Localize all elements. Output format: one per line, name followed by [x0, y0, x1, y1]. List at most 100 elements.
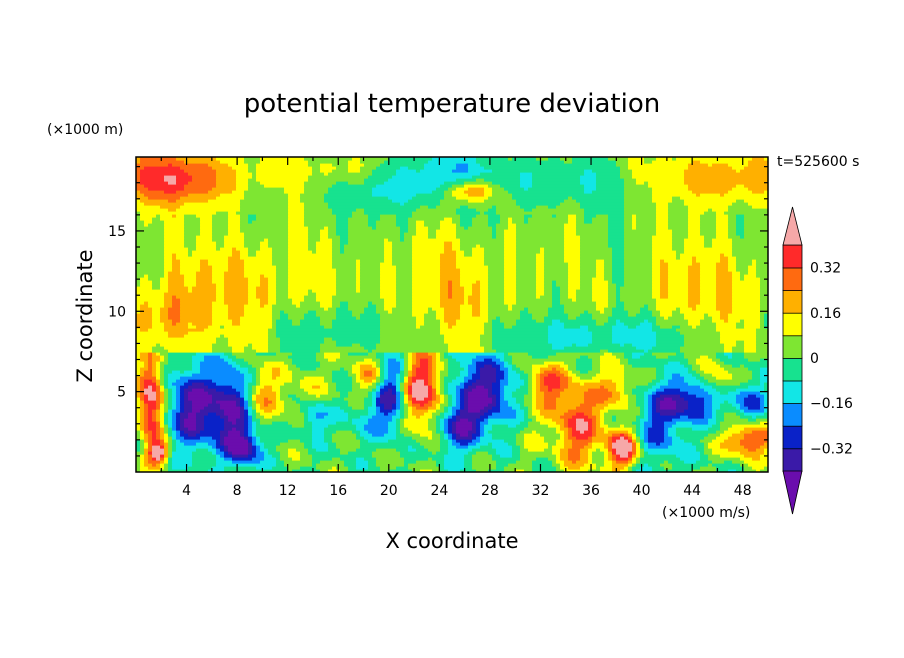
contour-cell [476, 280, 481, 284]
contour-cell [360, 343, 377, 347]
contour-cell [148, 361, 153, 365]
contour-cell [440, 436, 445, 440]
contour-cell [576, 358, 593, 362]
contour-cell [316, 352, 325, 356]
contour-cell [668, 217, 689, 221]
contour-cell [592, 439, 609, 443]
contour-cell [584, 382, 617, 386]
contour-cell [152, 352, 157, 356]
contour-cell [612, 265, 625, 269]
contour-cell [140, 400, 145, 404]
contour-cell [472, 454, 493, 458]
contour-cell [356, 274, 361, 278]
contour-cell [304, 220, 337, 224]
contour-cell [428, 436, 433, 440]
contour-cell [148, 187, 185, 191]
contour-cell [500, 379, 509, 383]
contour-cell [764, 409, 768, 413]
contour-cell [540, 373, 549, 377]
contour-cell [580, 286, 593, 290]
contour-cell [416, 379, 425, 383]
contour-cell [476, 430, 481, 434]
contour-cell [732, 298, 761, 302]
contour-cell [516, 283, 537, 287]
contour-cell [604, 418, 613, 422]
contour-cell [576, 199, 625, 203]
contour-cell [172, 403, 177, 407]
contour-cell [176, 379, 189, 383]
contour-cell [136, 364, 145, 368]
contour-cell [268, 283, 277, 287]
contour-cell [280, 316, 289, 320]
contour-cell [704, 400, 713, 404]
contour-cell [444, 460, 465, 464]
contour-cell [672, 424, 713, 428]
contour-cell [516, 439, 525, 443]
contour-cell [564, 247, 581, 251]
contour-cell [572, 160, 617, 164]
contour-cell [380, 286, 397, 290]
contour-cell [148, 367, 153, 371]
contour-cell [452, 241, 461, 245]
contour-cell [544, 361, 565, 365]
contour-cell [544, 394, 561, 398]
contour-cell [268, 292, 277, 296]
contour-cell [252, 346, 269, 350]
contour-cell [496, 448, 513, 452]
contour-cell [172, 259, 181, 263]
contour-cell [584, 169, 593, 173]
contour-cell [728, 391, 741, 395]
contour-cell [336, 286, 357, 290]
contour-cell [484, 418, 489, 422]
contour-cell [180, 319, 213, 323]
contour-cell [544, 439, 557, 443]
contour-cell [436, 313, 445, 317]
contour-cell [448, 415, 453, 419]
contour-cell [236, 247, 249, 251]
contour-cell [164, 409, 169, 413]
contour-cell [284, 400, 297, 404]
contour-cell [192, 460, 217, 464]
contour-cell [424, 403, 433, 407]
contour-cell [152, 439, 161, 443]
contour-cell [760, 445, 768, 449]
contour-cell [408, 220, 417, 224]
contour-cell [576, 424, 589, 428]
contour-cell [288, 217, 305, 221]
contour-cell [536, 295, 541, 299]
contour-cell [256, 289, 269, 293]
contour-cell [172, 394, 177, 398]
contour-cell [492, 433, 517, 437]
contour-cell [548, 457, 557, 461]
contour-cell [484, 385, 493, 389]
contour-cell [376, 373, 381, 377]
contour-cell [380, 163, 425, 167]
contour-cell [316, 355, 325, 359]
contour-cell [160, 445, 165, 449]
contour-cell [524, 436, 545, 440]
contour-cell [756, 271, 768, 275]
contour-cell [612, 250, 625, 254]
contour-cell [748, 406, 761, 410]
contour-cell [152, 412, 157, 416]
contour-cell [152, 433, 157, 437]
contour-cell [716, 271, 733, 275]
contour-cell [724, 352, 733, 356]
contour-cell [672, 229, 689, 233]
contour-cell [684, 181, 768, 185]
contour-cell [684, 316, 705, 320]
contour-cell [180, 271, 197, 275]
contour-cell [380, 376, 385, 380]
contour-cell [440, 448, 449, 452]
contour-cell [148, 445, 153, 449]
contour-cell [596, 178, 625, 182]
contour-cell [360, 442, 421, 446]
contour-cell [180, 265, 201, 269]
contour-cell [136, 430, 141, 434]
contour-cell [272, 256, 289, 260]
contour-cell [276, 298, 293, 302]
contour-cell [480, 280, 489, 284]
contour-cell [388, 364, 401, 368]
contour-cell [148, 421, 157, 425]
contour-cell [504, 376, 509, 380]
